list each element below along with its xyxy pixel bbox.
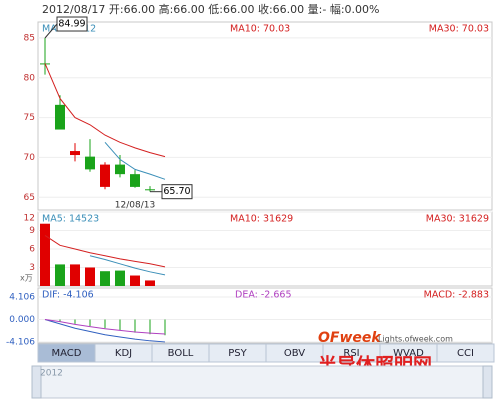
y-tick-label: 85 — [24, 33, 35, 43]
volume-bar — [145, 280, 155, 286]
legend-label: DIF: -4.106 — [42, 290, 94, 301]
candle-body — [100, 164, 110, 187]
ma-line — [104, 141, 166, 180]
y-tick-label: 70 — [24, 153, 36, 163]
volume-bar — [55, 264, 65, 286]
candle-body — [115, 164, 125, 175]
ma-line — [44, 318, 166, 335]
tab-label[interactable]: CCI — [457, 348, 474, 359]
tab-label[interactable]: KDJ — [115, 348, 132, 359]
y-tick-label: 12 — [24, 214, 35, 224]
legend-label: MACD: -2.883 — [424, 290, 489, 301]
watermark-logo: OFweek — [318, 330, 382, 346]
tab-label[interactable]: RSI — [343, 348, 359, 359]
tab-label[interactable]: WVAD — [393, 348, 424, 359]
y-tick-label: 3 — [29, 263, 35, 273]
ma-line — [44, 318, 166, 343]
y-tick-label: 75 — [24, 113, 35, 123]
y-tick-label: 6 — [29, 245, 35, 255]
y-tick-label: 0.000 — [9, 315, 35, 325]
scroller-left[interactable] — [31, 365, 42, 399]
legend-label: MA10: 70.03 — [230, 24, 290, 35]
y-tick-label: 4.106 — [9, 292, 35, 302]
candle-body — [130, 174, 140, 187]
ma-line — [44, 235, 166, 268]
candle-body — [55, 104, 65, 130]
y-axis-label: x万 — [20, 274, 33, 283]
header-quote: 2012/08/17 开:66.00 高:66.00 低:66.00 收:66.… — [42, 2, 380, 16]
annotation-pointer — [44, 23, 58, 39]
y-tick-label: 80 — [24, 73, 36, 83]
annotation-box — [161, 184, 193, 200]
scroller-right[interactable] — [482, 365, 493, 399]
volume-bar — [85, 267, 95, 286]
tab-label[interactable]: PSY — [228, 348, 247, 359]
annotation: 65.70 — [163, 186, 190, 197]
candle-body — [70, 151, 80, 156]
volume-bar — [40, 223, 50, 286]
candle-body — [85, 156, 95, 170]
annotation: 84.99 — [58, 19, 85, 30]
tab-label[interactable]: OBV — [284, 348, 305, 359]
y-tick-label: 65 — [24, 193, 35, 203]
tab-label[interactable]: BOLL — [168, 348, 194, 359]
tab-label[interactable]: MACD — [52, 348, 82, 359]
annotation-box — [56, 16, 88, 32]
y-tick-label: -4.106 — [6, 337, 35, 347]
ma-line — [89, 255, 166, 276]
scroller-label: 2012 — [40, 369, 63, 379]
legend-label: MA10: 31629 — [230, 214, 293, 225]
tab[interactable] — [436, 343, 495, 363]
legend-label: MA30: 70.03 — [429, 24, 489, 35]
volume-bar — [100, 271, 110, 286]
ma-line — [44, 63, 166, 158]
candle-body — [145, 189, 155, 191]
volume-bar — [130, 275, 140, 286]
legend-label: MA30: 31629 — [426, 214, 489, 225]
scroller-track — [31, 365, 493, 399]
watermark-site: Lights.ofweek.com — [378, 335, 453, 344]
x-tick-label: 12/08/13 — [115, 201, 155, 211]
volume-bar — [70, 264, 80, 286]
y-tick-label: 9 — [29, 226, 35, 236]
panel — [37, 21, 493, 211]
legend-label: MA5: 14523 — [42, 214, 99, 225]
volume-bar — [115, 270, 125, 286]
legend-label: DEA: -2.665 — [235, 290, 292, 301]
